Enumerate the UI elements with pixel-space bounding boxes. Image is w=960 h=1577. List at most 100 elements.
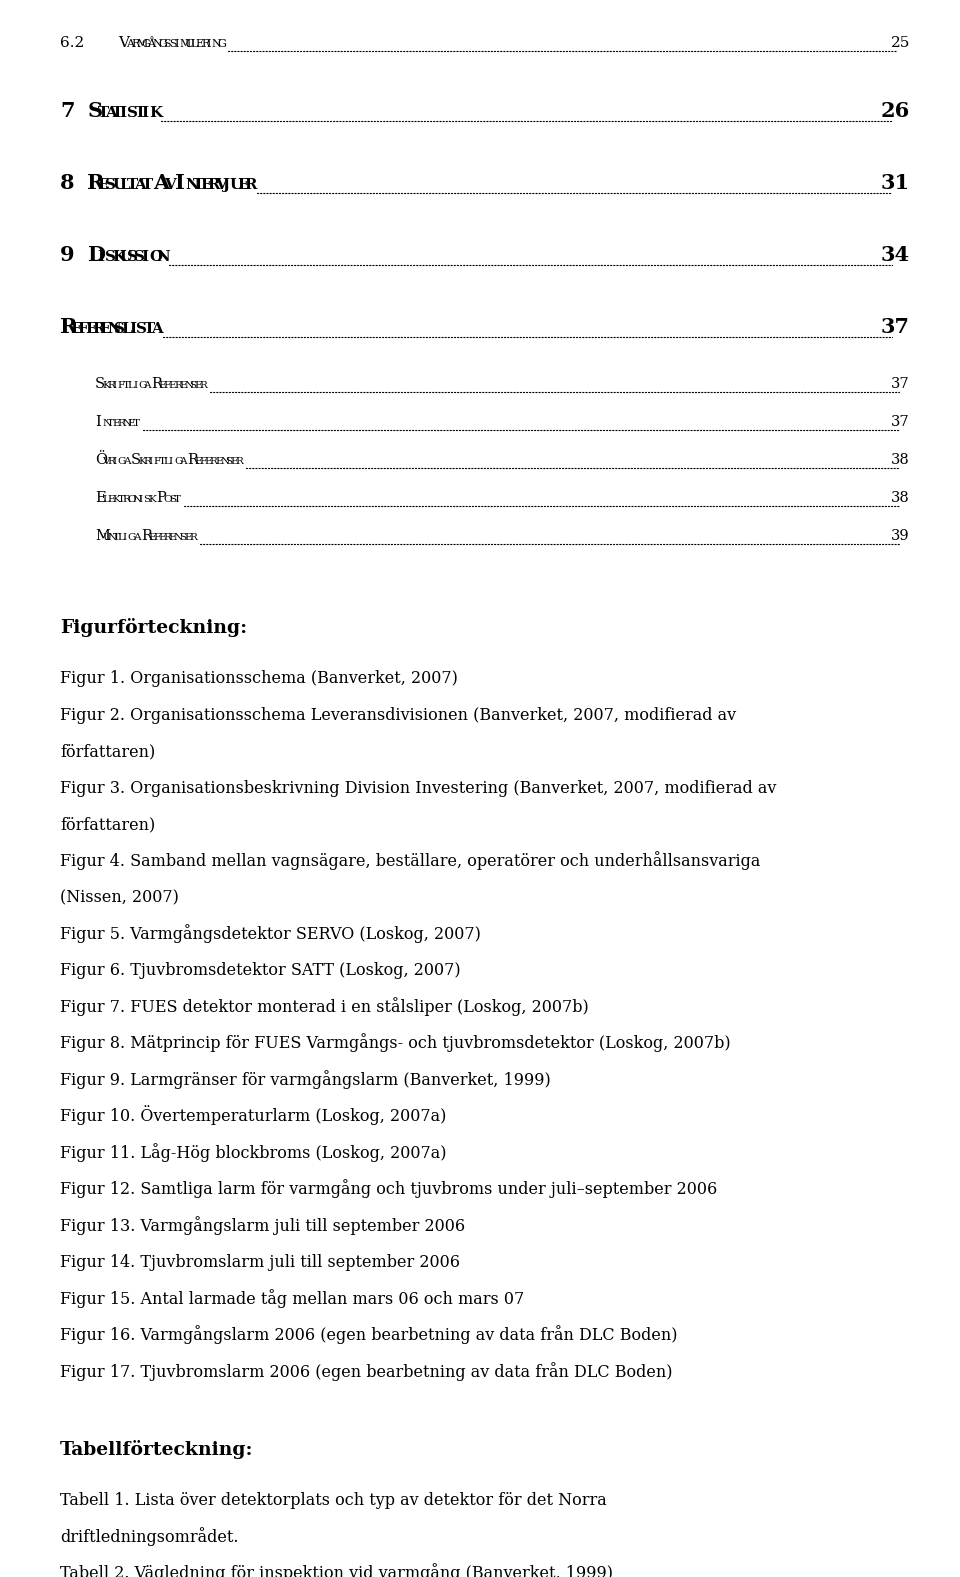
Text: E: E (148, 533, 156, 542)
Text: V: V (118, 36, 129, 50)
Text: R: R (152, 377, 162, 391)
Text: L: L (102, 495, 109, 505)
Text: R: R (108, 457, 115, 465)
Text: I: I (206, 39, 211, 49)
Text: Tabell 1. Lista över detektorplats och typ av detektor för det Norra: Tabell 1. Lista över detektorplats och t… (60, 1492, 607, 1509)
Text: I: I (169, 457, 173, 465)
Text: I: I (120, 106, 127, 120)
Text: Figur 11. Låg-Hög blockbroms (Loskog, 2007a): Figur 11. Låg-Hög blockbroms (Loskog, 20… (60, 1143, 446, 1162)
Text: F: F (78, 322, 88, 336)
Text: E: E (98, 178, 109, 192)
Text: I: I (148, 457, 153, 465)
Text: R: R (189, 533, 198, 542)
Text: I: I (142, 251, 149, 263)
Text: S: S (226, 457, 232, 465)
Text: Ö: Ö (95, 453, 108, 467)
Text: N: N (108, 533, 116, 542)
Text: författaren): författaren) (60, 815, 156, 833)
Text: Figur 13. Varmgångslarm juli till september 2006: Figur 13. Varmgångslarm juli till septem… (60, 1216, 466, 1235)
Text: O: O (128, 495, 136, 505)
Text: U: U (229, 178, 243, 192)
Text: R: R (143, 457, 151, 465)
Text: R: R (60, 317, 78, 337)
Text: R: R (207, 178, 220, 192)
Text: N: N (185, 178, 199, 192)
Text: R: R (244, 178, 256, 192)
Text: U: U (120, 251, 132, 263)
Text: G: G (217, 39, 226, 49)
Text: T: T (134, 106, 146, 120)
Text: R: R (87, 173, 105, 192)
Text: V: V (215, 178, 227, 192)
Text: L: L (117, 533, 125, 542)
Text: 6.2: 6.2 (60, 36, 84, 50)
Text: S: S (127, 106, 138, 120)
Text: Figur 7. FUES detektor monterad i en stålsliper (Loskog, 2007b): Figur 7. FUES detektor monterad i en stå… (60, 997, 588, 1016)
Text: K: K (149, 495, 156, 505)
Text: S: S (114, 322, 125, 336)
Text: P: P (156, 490, 166, 505)
Text: N: N (156, 251, 170, 263)
Text: A: A (180, 457, 187, 465)
Text: T: T (108, 419, 114, 427)
Text: E: E (128, 419, 135, 427)
Text: E: E (200, 178, 211, 192)
Text: S: S (95, 377, 106, 391)
Text: I: I (176, 173, 185, 192)
Text: E: E (196, 39, 204, 49)
Text: R: R (201, 39, 209, 49)
Text: (Nissen, 2007): (Nissen, 2007) (60, 889, 179, 907)
Text: A: A (143, 382, 151, 390)
Text: driftledningsområdet.: driftledningsområdet. (60, 1527, 238, 1545)
Text: E: E (70, 322, 82, 336)
Text: Figur 15. Antal larmade tåg mellan mars 06 och mars 07: Figur 15. Antal larmade tåg mellan mars … (60, 1288, 524, 1307)
Text: Figur 1. Organisationsschema (Banverket, 2007): Figur 1. Organisationsschema (Banverket,… (60, 670, 458, 688)
Text: I: I (98, 251, 105, 263)
Text: N: N (133, 495, 142, 505)
Text: K: K (112, 251, 126, 263)
Text: S: S (131, 453, 141, 467)
Text: A: A (133, 533, 140, 542)
Text: R: R (187, 453, 198, 467)
Text: Figur 17. Tjuvbromslarm 2006 (egen bearbetning av data från DLC Boden): Figur 17. Tjuvbromslarm 2006 (egen bearb… (60, 1361, 673, 1380)
Text: R: R (235, 457, 244, 465)
Text: T: T (144, 322, 155, 336)
Text: T: T (117, 495, 125, 505)
Text: 38: 38 (891, 490, 910, 505)
Text: R: R (164, 533, 172, 542)
Text: Figur 5. Varmgångsdetektor SERVO (Loskog, 2007): Figur 5. Varmgångsdetektor SERVO (Loskog… (60, 924, 481, 943)
Text: T: T (174, 495, 181, 505)
Text: O: O (164, 495, 173, 505)
Text: U: U (112, 178, 126, 192)
Text: E: E (169, 533, 177, 542)
Text: E: E (215, 457, 223, 465)
Text: N: N (107, 322, 121, 336)
Text: N: N (153, 39, 162, 49)
Text: S: S (136, 322, 147, 336)
Text: S: S (143, 495, 151, 505)
Text: M: M (136, 39, 148, 49)
Text: S: S (127, 251, 138, 263)
Text: E: E (158, 382, 166, 390)
Text: E: E (184, 533, 192, 542)
Text: R: R (210, 457, 218, 465)
Text: 37: 37 (892, 415, 910, 429)
Text: L: L (128, 382, 134, 390)
Text: R: R (123, 495, 131, 505)
Text: T: T (112, 533, 119, 542)
Text: S: S (169, 39, 177, 49)
Text: L: L (122, 322, 132, 336)
Text: R: R (92, 322, 105, 336)
Text: A: A (134, 178, 146, 192)
Text: R: R (131, 39, 139, 49)
Text: F: F (154, 533, 160, 542)
Text: A: A (154, 173, 170, 192)
Text: J: J (222, 178, 229, 192)
Text: U: U (185, 39, 194, 49)
Text: N: N (184, 382, 193, 390)
Text: R: R (108, 382, 115, 390)
Text: L: L (120, 178, 131, 192)
Text: G: G (128, 533, 136, 542)
Text: E: E (195, 382, 203, 390)
Text: S: S (105, 251, 116, 263)
